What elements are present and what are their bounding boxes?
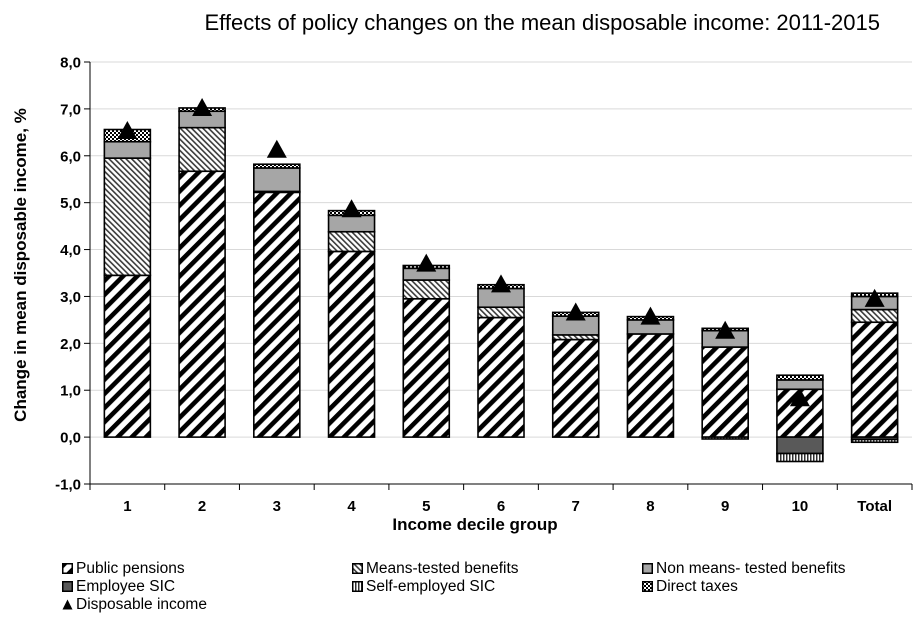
- x-tick-label: 7: [572, 498, 580, 515]
- bar-segment: [701, 346, 749, 438]
- disposable-income-marker: [715, 320, 736, 339]
- x-tick-label: 10: [792, 498, 809, 515]
- bar-segment: [776, 374, 824, 381]
- y-axis-label: Change in mean disposable income, %: [11, 108, 30, 422]
- x-tick-label: Total: [857, 498, 892, 515]
- bar-segment: [327, 230, 376, 253]
- x-tick-label: 1: [123, 498, 131, 515]
- bar-segment: [626, 333, 675, 438]
- legend-label: Non means- tested benefits: [656, 560, 846, 577]
- bar-segment: [253, 191, 301, 438]
- bar-segment: [477, 306, 525, 319]
- disposable-income-marker: [266, 139, 287, 158]
- bar-segment: [402, 279, 451, 300]
- bar-segment: [103, 140, 152, 159]
- legend-item: Non means- tested benefits: [642, 560, 846, 577]
- bar-segment: [178, 170, 226, 438]
- bar-segment: [103, 274, 152, 438]
- y-tick-label: 2,0: [60, 336, 81, 353]
- bars: [103, 107, 899, 463]
- x-tick-label: 8: [646, 498, 654, 515]
- x-tick-label: 9: [721, 498, 729, 515]
- y-tick-label: 7,0: [60, 101, 81, 118]
- x-tick-label: 4: [347, 498, 356, 515]
- disposable-income-marker: [864, 288, 885, 307]
- bar-segment: [551, 338, 600, 438]
- legend-item: Means-tested benefits: [352, 560, 519, 577]
- bar-segment: [850, 321, 899, 438]
- legend: Public pensions Means-tested benefits Non …: [62, 560, 912, 616]
- bar-segment: [477, 316, 525, 438]
- legend-label: Self-employed SIC: [366, 578, 496, 595]
- bar-segment: [103, 157, 152, 277]
- y-tick-label: 1,0: [60, 383, 81, 400]
- legend-label: Disposable income: [76, 596, 207, 613]
- bar-segment: [253, 167, 301, 193]
- bar-segment: [850, 308, 899, 324]
- y-tick-label: 5,0: [60, 195, 81, 212]
- x-tick-label: 6: [497, 498, 505, 515]
- y-tick-label: 8,0: [60, 55, 81, 72]
- disposable-income-marker: [565, 302, 586, 321]
- bar-segment: [253, 163, 301, 169]
- legend-swatch: [642, 563, 653, 574]
- legend-item: Employee SIC: [62, 578, 175, 595]
- disposable-income-marker: [789, 388, 810, 407]
- y-tick-label: 4,0: [60, 242, 81, 259]
- disposable-income-marker: [491, 274, 511, 293]
- legend-item: Direct taxes: [642, 578, 738, 595]
- disposable-income-marker: [341, 199, 362, 218]
- bar-segment: [776, 379, 824, 391]
- disposable-income-marker: [117, 120, 138, 139]
- x-axis-label: Income decile group: [392, 515, 557, 534]
- disposable-income-marker: [192, 98, 213, 117]
- disposable-income-marker: [640, 306, 661, 325]
- legend-item: Public pensions: [62, 560, 185, 577]
- legend-swatch: [642, 581, 653, 592]
- legend-swatch: [62, 581, 73, 592]
- bar-segment: [701, 436, 749, 440]
- x-tick-label: 2: [198, 498, 206, 515]
- legend-label: Public pensions: [76, 560, 185, 577]
- chart-title: Effects of policy changes on the mean di…: [204, 10, 880, 35]
- disposable-income-markers: [117, 98, 885, 407]
- disposable-income-marker: [416, 253, 437, 272]
- x-tick-label: 3: [273, 498, 281, 515]
- legend-item: Self-employed SIC: [352, 578, 495, 595]
- legend-swatch: [62, 599, 73, 610]
- legend-swatch: [352, 563, 363, 574]
- y-tick-label: 0,0: [60, 430, 81, 447]
- bar-segment: [776, 452, 824, 463]
- bar-segment: [402, 297, 451, 438]
- legend-label: Employee SIC: [76, 578, 176, 595]
- y-tick-label: 3,0: [60, 289, 81, 306]
- bar-segment: [327, 250, 376, 438]
- legend-label: Direct taxes: [656, 578, 738, 595]
- bar-segment: [776, 436, 824, 455]
- x-tick-label: 5: [422, 498, 430, 515]
- legend-label: Means-tested benefits: [366, 560, 519, 577]
- legend-item: Disposable income: [62, 596, 207, 613]
- legend-swatch: [352, 581, 363, 592]
- y-tick-label: -1,0: [55, 477, 81, 494]
- bar-segment: [327, 214, 376, 233]
- legend-swatch: [62, 563, 73, 574]
- gridlines: [90, 61, 912, 438]
- y-tick-label: 6,0: [60, 148, 81, 165]
- bar-segment: [178, 126, 226, 173]
- bar-segment: [850, 438, 899, 444]
- axes: -1,0 0,0 1,0 2,0 3,0 4,0 5,0 6,0 7,0 8,0 1 2 3 4 5 6 7 8 9…: [55, 55, 913, 515]
